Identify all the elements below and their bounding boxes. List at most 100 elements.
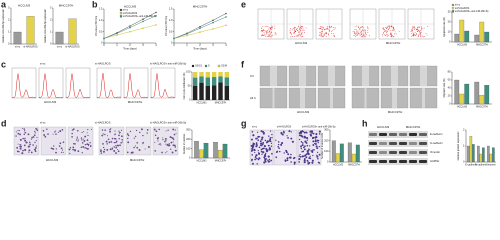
cell-line-label: HCCLM3 xyxy=(295,41,308,45)
event xyxy=(362,32,364,34)
event xyxy=(327,27,329,29)
blot-band xyxy=(399,151,407,154)
colony xyxy=(117,150,120,153)
y-tick-label: 0 xyxy=(449,40,451,44)
legend-label: si-HAGLROS xyxy=(455,7,470,10)
event xyxy=(386,26,388,28)
blot-band xyxy=(369,142,377,145)
y-tick-label: 20 xyxy=(448,94,451,98)
cell xyxy=(263,161,266,164)
cell xyxy=(287,136,289,139)
bar xyxy=(222,143,228,159)
colony xyxy=(133,146,135,149)
colony xyxy=(77,139,79,141)
event xyxy=(419,33,421,35)
cell xyxy=(303,148,306,151)
y-axis-label: Cell cycle distribution (%) xyxy=(183,72,186,99)
y-axis-label: OD value (450 nm) xyxy=(165,16,168,36)
colony xyxy=(81,139,83,141)
cell xyxy=(303,131,306,134)
colony xyxy=(73,142,75,145)
blot-band xyxy=(419,160,427,163)
cell xyxy=(262,143,264,145)
event xyxy=(267,35,269,37)
y-tick-label: 30 xyxy=(448,10,451,14)
event xyxy=(274,27,276,29)
event xyxy=(418,36,420,38)
event xyxy=(300,29,302,31)
event xyxy=(323,28,325,30)
colony-plate xyxy=(98,126,125,156)
x-tick-label: Vimentin xyxy=(486,164,496,167)
colony xyxy=(81,142,84,144)
event xyxy=(328,29,330,31)
event xyxy=(320,27,322,29)
event xyxy=(330,26,332,28)
cell xyxy=(311,150,314,153)
colony xyxy=(62,141,65,143)
colony xyxy=(169,136,172,138)
cell xyxy=(268,135,270,137)
event xyxy=(414,27,416,28)
cell xyxy=(309,157,312,160)
bar xyxy=(199,149,204,159)
event xyxy=(365,36,367,38)
colony xyxy=(52,133,54,135)
event xyxy=(329,30,330,32)
bar-segment xyxy=(192,72,198,78)
y-tick-label: 1 xyxy=(50,30,52,34)
cell xyxy=(298,158,301,161)
colony xyxy=(34,130,36,133)
blot-band xyxy=(419,133,427,136)
panel-label: e xyxy=(241,0,246,9)
colony xyxy=(76,129,79,132)
colony xyxy=(173,133,176,136)
event xyxy=(361,30,363,31)
legend-label: si-HAGLROS xyxy=(123,12,138,15)
chart-title: MHCC97H xyxy=(59,3,74,7)
event xyxy=(387,34,389,36)
wound-gap xyxy=(420,66,427,86)
event xyxy=(326,28,328,29)
colony xyxy=(84,147,86,149)
event xyxy=(268,34,269,36)
event xyxy=(387,25,389,27)
blot-band xyxy=(399,142,407,145)
blot-band xyxy=(409,151,417,154)
colony xyxy=(115,138,117,140)
cell xyxy=(305,156,308,159)
y-tick-label: 0 xyxy=(50,42,52,46)
event xyxy=(261,30,263,32)
event xyxy=(417,27,419,29)
event xyxy=(326,33,327,35)
event xyxy=(363,30,365,32)
colony xyxy=(126,151,129,154)
y-tick-label: 0 xyxy=(101,41,103,45)
colony xyxy=(29,143,31,146)
cell xyxy=(298,155,301,157)
colony xyxy=(86,139,89,142)
colony xyxy=(76,136,78,138)
event xyxy=(289,30,291,32)
event xyxy=(263,35,265,36)
colony xyxy=(19,145,21,148)
colony xyxy=(28,141,31,144)
event xyxy=(412,28,414,30)
event xyxy=(264,25,266,27)
event xyxy=(268,30,270,32)
event xyxy=(422,35,424,37)
wound-gap xyxy=(330,88,333,108)
cell-line-label: MHCC97H xyxy=(128,100,143,104)
colony xyxy=(47,133,49,135)
colony xyxy=(53,145,55,147)
colony xyxy=(85,147,87,149)
cell xyxy=(257,135,260,138)
event xyxy=(266,30,267,32)
x-tick-label: 0 xyxy=(103,43,105,47)
y-tick-label: 300 xyxy=(186,128,191,132)
colony xyxy=(115,145,117,147)
event xyxy=(415,34,417,36)
event xyxy=(388,25,390,27)
colony xyxy=(21,152,24,155)
event xyxy=(319,28,321,29)
